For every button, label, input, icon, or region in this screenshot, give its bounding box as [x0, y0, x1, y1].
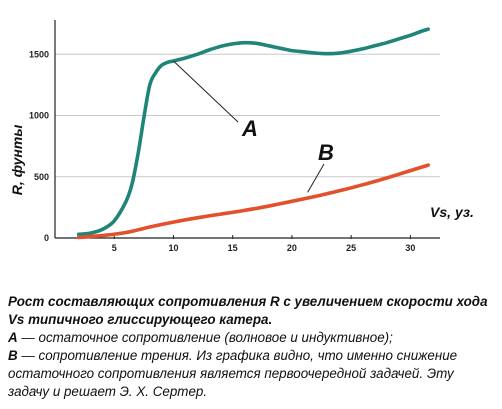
- x-tick-label: 30: [405, 243, 415, 253]
- y-tick-label: 0: [44, 233, 49, 243]
- x-axis-title: Vs, уз.: [430, 204, 474, 220]
- y-tick-label: 500: [34, 172, 49, 182]
- caption-text-b: — сопротивление трения. Из графика видно…: [8, 348, 458, 399]
- caption-text-a: — остаточное сопротивление (волновое и и…: [17, 330, 393, 345]
- series-line-b: [76, 163, 430, 240]
- caption-line-b: В — сопротивление трения. Из графика вид…: [8, 347, 498, 401]
- series-b-label: B: [318, 140, 334, 165]
- caption-line-a: А — остаточное сопротивление (волновое и…: [8, 329, 498, 347]
- resistance-chart: 0 500 1000 1500 5 10 15 20 25 30 A B R, фунты Vs,…: [9, 20, 474, 253]
- tick-labels: 0 500 1000 1500 5 10 15 20 25 30: [29, 49, 415, 253]
- x-tick-label: 15: [228, 243, 238, 253]
- x-tick-label: 20: [287, 243, 297, 253]
- caption-letter-b: В: [8, 348, 18, 363]
- caption-title: Рост составляющих сопротивления R с увел…: [8, 294, 488, 327]
- caption-letter-a: А: [8, 330, 18, 345]
- y-tick-label: 1500: [29, 49, 49, 59]
- series-lines: [76, 27, 430, 240]
- x-tick-label: 25: [346, 243, 356, 253]
- x-tick-label: 5: [112, 243, 117, 253]
- y-axis-title: R, фунты: [9, 125, 25, 196]
- figure-caption: Рост составляющих сопротивления R с увел…: [8, 293, 498, 401]
- axes: [54, 20, 440, 239]
- series-a-label: A: [241, 116, 258, 141]
- series-a-leader-line: [173, 60, 239, 123]
- grid-lines: [55, 53, 440, 178]
- series-b-leader-line: [307, 163, 325, 193]
- annotations: A B: [173, 60, 334, 193]
- x-tick-label: 10: [168, 243, 178, 253]
- y-tick-label: 1000: [29, 111, 49, 121]
- series-line-a: [76, 27, 430, 237]
